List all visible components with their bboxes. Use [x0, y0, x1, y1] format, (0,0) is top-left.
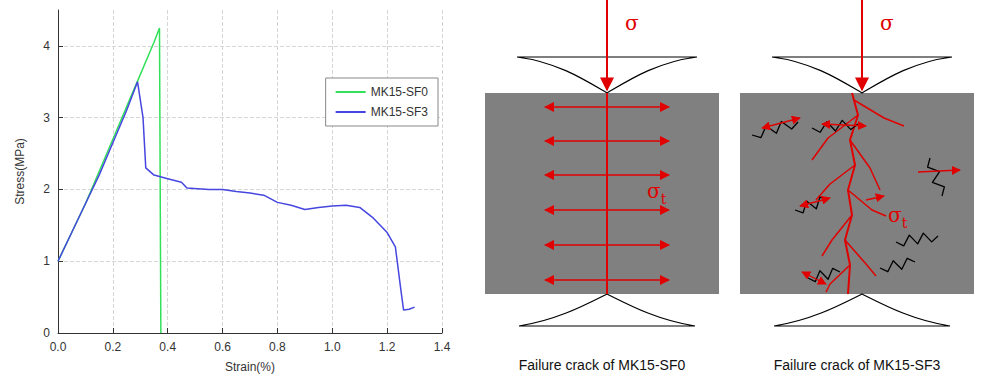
- svg-text:1.2: 1.2: [379, 340, 396, 354]
- svg-text:0.2: 0.2: [105, 340, 122, 354]
- svg-text:0.8: 0.8: [269, 340, 286, 354]
- svg-text:σt: σt: [647, 179, 667, 207]
- svg-text:0.0: 0.0: [50, 340, 67, 354]
- svg-text:0.4: 0.4: [159, 340, 176, 354]
- svg-text:Stress(MPa): Stress(MPa): [13, 138, 27, 205]
- svg-text:MK15-SF3: MK15-SF3: [371, 105, 429, 119]
- svg-text:Strain(%): Strain(%): [225, 360, 275, 374]
- svg-text:3: 3: [43, 111, 50, 125]
- svg-text:1.4: 1.4: [434, 340, 451, 354]
- svg-text:Failure crack of MK15-SF0: Failure crack of MK15-SF0: [519, 357, 686, 373]
- svg-text:σt: σt: [888, 203, 908, 231]
- svg-text:σ: σ: [880, 11, 894, 35]
- svg-text:1.0: 1.0: [324, 340, 341, 354]
- svg-text:Failure crack of MK15-SF3: Failure crack of MK15-SF3: [774, 357, 941, 373]
- svg-text:MK15-SF0: MK15-SF0: [371, 85, 429, 99]
- svg-text:0.6: 0.6: [214, 340, 231, 354]
- svg-text:0: 0: [43, 326, 50, 340]
- svg-text:2: 2: [43, 182, 50, 196]
- svg-text:4: 4: [43, 39, 50, 53]
- svg-text:1: 1: [43, 254, 50, 268]
- svg-text:σ: σ: [625, 11, 639, 35]
